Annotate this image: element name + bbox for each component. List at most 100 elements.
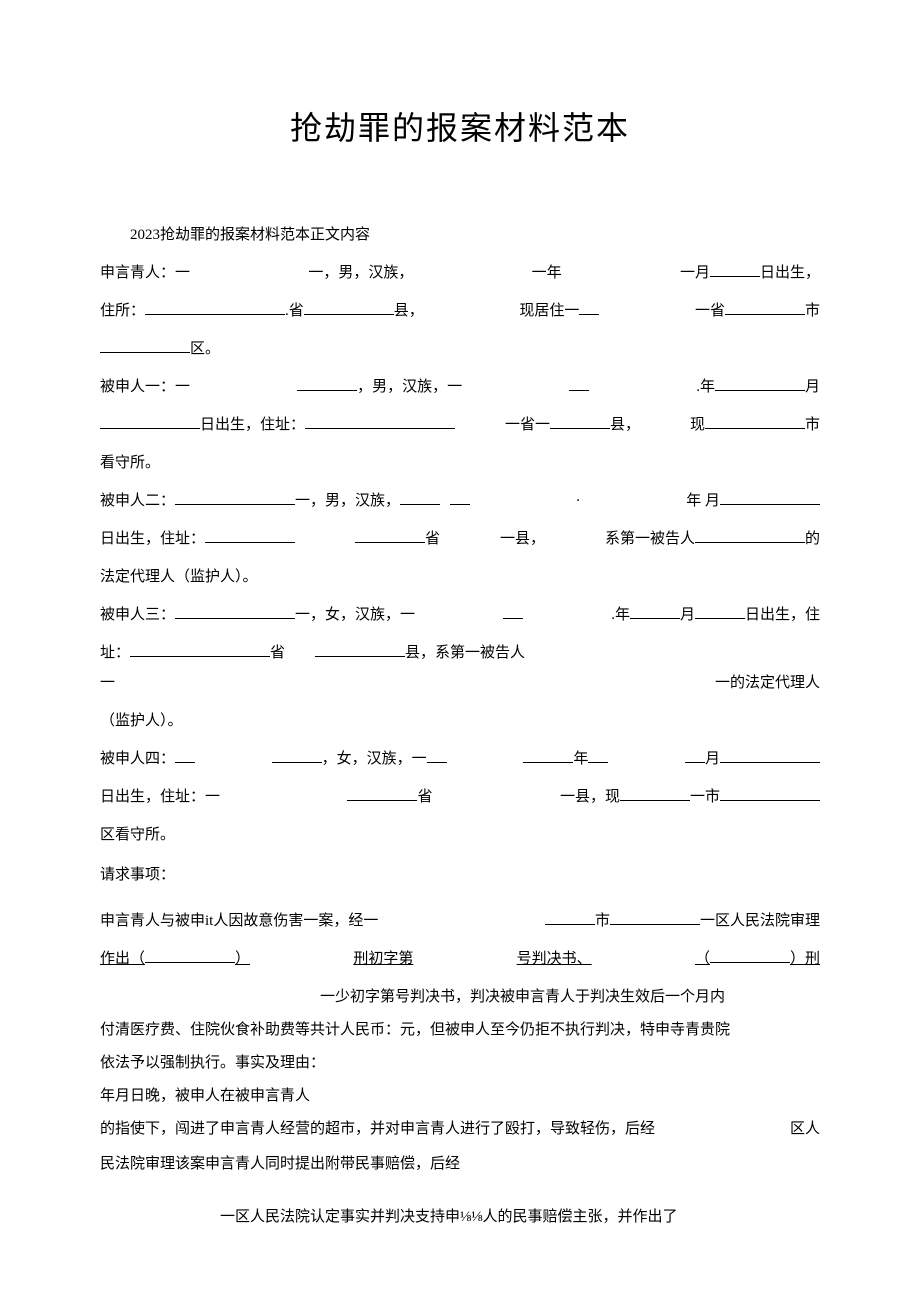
blank-r1addr [305, 414, 455, 429]
blank-nowlive [579, 300, 599, 315]
enforce-line: 依法予以强制执行。事实及理由： [100, 1047, 820, 1080]
resp4-label: 被申人四： [100, 751, 175, 767]
resp1-month: 月 [805, 379, 820, 395]
blank-r4y [523, 748, 573, 763]
document-title: 抢劫罪的报案材料范本 [100, 90, 820, 167]
blank-r3m [630, 604, 680, 619]
resp3-prov: 省 [270, 645, 285, 661]
case-paren-close2: ）刑 [790, 951, 820, 967]
resp1-detention: 看守所。 [100, 445, 160, 481]
blank-case-paren [145, 948, 235, 963]
blank-r4b [427, 748, 447, 763]
residence-label: 住所： [100, 303, 145, 319]
resp2-label: 被申人二： [100, 493, 175, 509]
case-line-1: 申言青人与被申it人因故意伤害一案，经一 市一区人民法院审理 [100, 903, 820, 939]
resp2-line-2: 日出生，住址： 省 一县， 系第一被告人的 [100, 521, 820, 557]
blank-r2ym [720, 490, 820, 505]
shao-chu-text: 一少初字第号判决书，判决被申言青人于判决生效后一个月内 [320, 989, 725, 1005]
intro-line: 2023抢劫罪的报案材料范本正文内容 [100, 217, 820, 253]
blank-county [304, 300, 394, 315]
blank-r2prov [355, 528, 425, 543]
blank-r1y [569, 376, 589, 391]
blank-case-city [545, 910, 595, 925]
resp2-line-3: 法定代理人（监护人）。 [100, 559, 820, 595]
resp2-line-1: 被申人二： 一，男，汉族， · 年 月 [100, 483, 820, 519]
resp1-label: 被申人一：一 [100, 379, 190, 395]
blank-r1county [550, 414, 610, 429]
prov2: 一省 [695, 303, 725, 319]
resp1-day-born: 日出生，住址： [200, 417, 305, 433]
now-live: 现居住一 [519, 303, 579, 319]
resp1-male-han: ，男，汉族，一 [357, 379, 462, 395]
request-label: 请求事项： [100, 857, 175, 893]
resp3-line-3: （监护人）。 [100, 703, 820, 739]
intro-text: 2023抢劫罪的报案材料范本正文内容 [130, 217, 370, 253]
resp2-de: 的 [805, 531, 820, 547]
blank-r2def [695, 528, 805, 543]
case-line-2: 作出（） 刑初字第 号判决书、 （）刑 [100, 941, 820, 977]
resp3-guardian2: （监护人）。 [100, 703, 183, 739]
resp2-dot: · [576, 483, 581, 519]
court-affirm-text: 一区人民法院认定事实并判决支持申⅛⅛人的民事赔偿主张，并作出了 [220, 1209, 678, 1225]
district-people-text: 区人 [790, 1113, 820, 1146]
blank-day [710, 262, 760, 277]
resp1-now: 现 [690, 417, 705, 433]
resp1-city: 市 [805, 417, 820, 433]
blank-case-paren2 [710, 948, 790, 963]
case-city: 市 [595, 913, 610, 929]
case-hao-judgment: 号判决书、 [517, 951, 592, 967]
applicant-month: 一月 [680, 265, 710, 281]
blank-r2a [400, 490, 440, 505]
province-suffix: .省 [285, 303, 304, 319]
resp1-prov: 一省一 [505, 417, 550, 433]
blank-r4city [620, 786, 690, 801]
resp1-line-3: 看守所。 [100, 445, 820, 481]
court-hear-line: 民法院审理该案申言青人同时提出附带民事赔偿，后经 [100, 1148, 820, 1181]
resp2-prov: 省 [425, 531, 440, 547]
blank-r2addr [205, 528, 295, 543]
applicant-day-born: 日出生， [760, 265, 820, 281]
blank-r4ym [588, 748, 608, 763]
blank-r4district [720, 786, 820, 801]
applicant-label: 申言青人：一 [100, 265, 190, 281]
pay-fees-line: 付清医疗费、住院伙食补助费等共计人民币：元，但被申人至今仍拒不执行判决，特申寺青… [100, 1014, 820, 1047]
enforce-text: 依法予以强制执行。事实及理由： [100, 1055, 325, 1071]
case-intro: 申言青人与被申it人因故意伤害一案，经一 [100, 913, 378, 929]
resp3-first-def-guardian: 一的法定代理人 [715, 675, 820, 691]
case-made: 作出（ [100, 951, 145, 967]
resp4-day-born: 日出生，住址：一 [100, 789, 220, 805]
resp3-addr-label: 址： [100, 645, 130, 661]
blank-r2b [450, 490, 470, 505]
resp2-year-month: 年 月 [686, 493, 720, 509]
evening-line: 年月日晚，被申人在被申言青人 [100, 1080, 820, 1113]
resp4-line-2: 日出生，住址：一 省 一县，现 一市 [100, 779, 820, 815]
request-label-line: 请求事项： [100, 857, 820, 893]
case-paren-open2: （ [695, 951, 710, 967]
resp4-county: 一县，现 [560, 789, 620, 805]
blank-r1month [715, 376, 805, 391]
resp3-month: 月 [680, 607, 695, 623]
resp4-month: 月 [705, 751, 720, 767]
resp2-guardian: 法定代理人（监护人）。 [100, 559, 258, 595]
resp3-year: .年 [611, 607, 630, 623]
blank-r3county [315, 642, 405, 657]
blank-r3y [503, 604, 523, 619]
blank-r3addr [130, 642, 270, 657]
resp2-day-born: 日出生，住址： [100, 531, 205, 547]
blank-r2name [175, 490, 295, 505]
blank-r1city [705, 414, 805, 429]
resp1-dot-year: .年 [696, 379, 715, 395]
pay-fees-text: 付清医疗费、住院伙食补助费等共计人民币：元，但被申人至今仍拒不执行判决，特申寺青… [100, 1022, 730, 1038]
blank-case-district [610, 910, 700, 925]
resp2-male-han: 一，男，汉族， [295, 493, 400, 509]
resp4-city: 一市 [690, 789, 720, 805]
resp4-prov: 省 [417, 789, 432, 805]
court-hear-text: 民法院审理该案申言青人同时提出附带民事赔偿，后经 [100, 1156, 460, 1172]
district-suffix: 区。 [190, 331, 220, 367]
direction-line: 的指使下，闯进了申言青人经营的超市，并对申言青人进行了殴打，导致轻伤，后经 区人 [100, 1113, 820, 1146]
resp4-line-3: 区看守所。 [100, 817, 820, 853]
resp1-line-1: 被申人一：一 ，男，汉族，一 .年 月 [100, 369, 820, 405]
blank-residence [145, 300, 285, 315]
resp4-year: 年 [573, 751, 588, 767]
applicant-line-3: 区。 [100, 331, 820, 367]
